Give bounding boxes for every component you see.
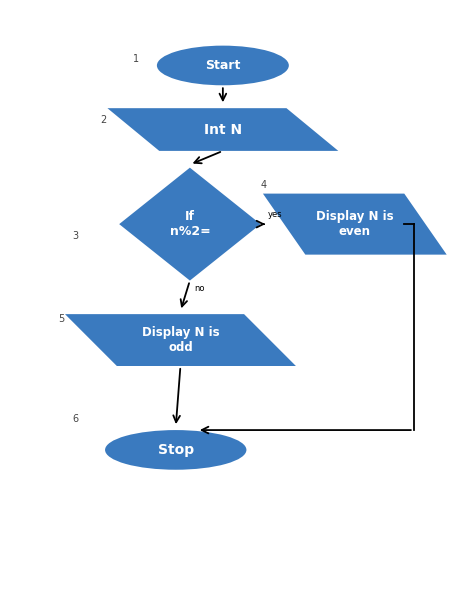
Polygon shape	[108, 108, 338, 151]
Ellipse shape	[105, 430, 246, 470]
Text: Display N is
even: Display N is even	[316, 210, 393, 238]
Polygon shape	[263, 194, 447, 254]
Text: 3: 3	[72, 231, 78, 242]
Text: Start: Start	[205, 59, 240, 72]
Text: 4: 4	[261, 180, 267, 189]
Text: 1: 1	[133, 55, 139, 64]
Text: 2: 2	[100, 115, 107, 126]
Text: yes: yes	[268, 210, 282, 219]
Text: Stop: Stop	[158, 443, 194, 457]
Text: 6: 6	[72, 414, 78, 424]
Polygon shape	[65, 314, 296, 366]
Ellipse shape	[157, 45, 289, 85]
Text: no: no	[195, 284, 205, 293]
Text: If
n%2=: If n%2=	[170, 210, 210, 238]
Text: 5: 5	[58, 314, 64, 324]
Text: Int N: Int N	[204, 123, 242, 137]
Polygon shape	[119, 168, 261, 281]
Text: Display N is
odd: Display N is odd	[142, 326, 219, 354]
